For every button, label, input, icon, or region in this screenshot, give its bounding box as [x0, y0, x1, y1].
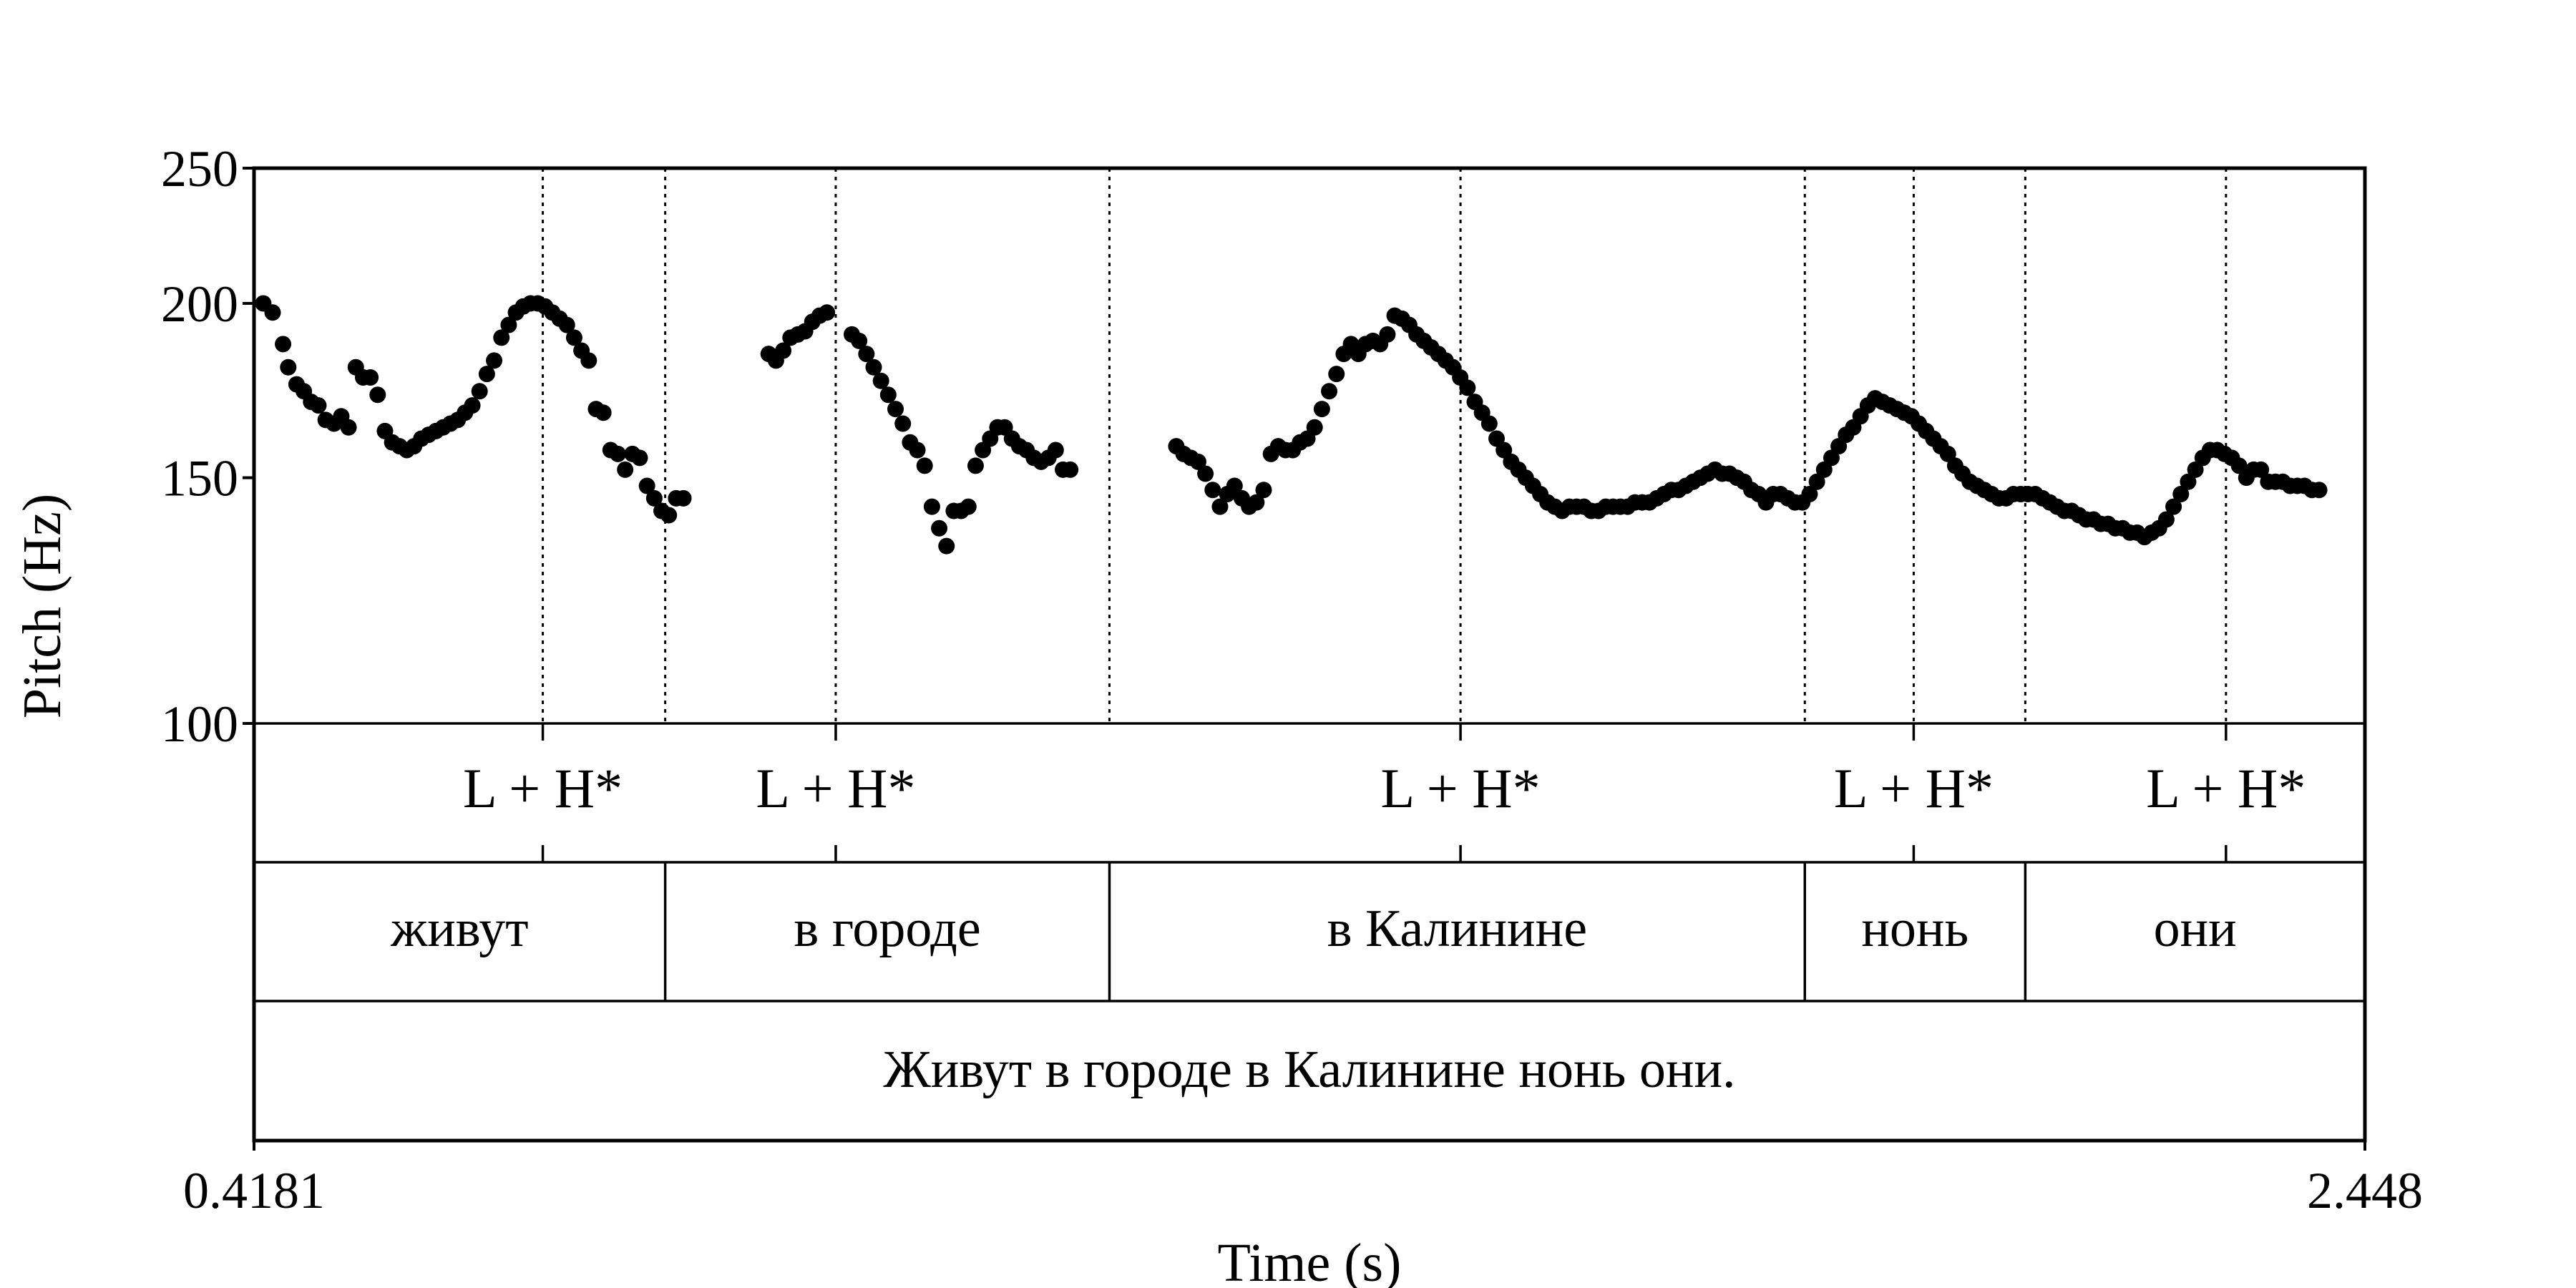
pitch-point-239	[2187, 461, 2204, 478]
pitch-point-53	[638, 477, 655, 494]
pitch-point-121	[1328, 366, 1345, 383]
pitch-point-104	[1204, 482, 1221, 499]
pitch-point-34	[500, 316, 517, 333]
pitch-point-2	[264, 304, 281, 321]
annotation-tiers: L + H* L + H* L + H* L + H* L + H* живут в гор…	[390, 723, 2306, 1099]
pitch-point-128	[1379, 326, 1396, 343]
pitch-point-73	[879, 386, 897, 404]
tone-label-2: L + H*	[756, 757, 915, 819]
pitch-point-235	[2157, 511, 2175, 528]
plot-frame	[252, 166, 2367, 1143]
pitch-point-32	[486, 352, 503, 369]
pitch-point-85	[967, 457, 984, 474]
pitch-point-74	[887, 401, 904, 418]
pitch-point-71	[865, 358, 882, 376]
sentence-label: Живут в городе в Калинине нонь они.	[883, 1040, 1735, 1099]
pitch-point-45	[580, 352, 597, 369]
pitch-point-111	[1255, 482, 1272, 499]
word-label-2: в городе	[794, 899, 980, 958]
tone-label-4: L + H*	[1834, 757, 1994, 819]
pitch-point-245	[2230, 457, 2248, 474]
y-axis-label: Pitch (Hz)	[12, 494, 72, 718]
pitch-point-16	[369, 386, 386, 404]
pitch-point-80	[931, 519, 948, 537]
pitch-point-72	[872, 372, 889, 389]
pitch-point-58	[675, 489, 692, 507]
pitch-point-42	[558, 316, 575, 333]
pitch-point-248	[2253, 461, 2270, 478]
word-label-3: в Калинине	[1327, 899, 1588, 958]
pitch-point-102	[1189, 453, 1206, 470]
pitch-point-98	[1062, 461, 1079, 478]
pitch-point-69	[851, 332, 868, 349]
pitch-point-75	[894, 415, 912, 432]
pitch-point-8	[310, 397, 327, 414]
tone-label-3: L + H*	[1381, 757, 1541, 819]
pitch-point-84	[960, 498, 977, 515]
word-label-5: они	[2154, 899, 2237, 958]
pitch-point-78	[916, 457, 933, 474]
pitch-point-67	[819, 304, 836, 321]
pitch-point-49	[610, 445, 627, 462]
pitch-point-187	[1808, 473, 1825, 490]
x-tick-label-end: 2.448	[2307, 1162, 2423, 1219]
y-tick-label-200: 200	[161, 275, 238, 333]
pitch-point-188	[1815, 461, 1833, 478]
chart-frame	[252, 166, 2367, 1151]
pitch-point-107	[1226, 477, 1243, 494]
pitch-point-77	[909, 441, 926, 459]
x-axis-label: Time (s)	[1218, 1233, 1402, 1288]
pitch-point-105	[1211, 498, 1229, 515]
pitch-points	[255, 295, 2328, 555]
pitch-point-96	[1047, 441, 1064, 459]
pitch-point-119	[1313, 401, 1330, 418]
pitch-point-61	[775, 342, 792, 359]
pitch-point-54	[645, 489, 663, 507]
y-tick-label-100: 100	[161, 696, 238, 753]
pitch-point-12	[340, 419, 357, 436]
tone-label-5: L + H*	[2146, 757, 2306, 819]
pitch-point-33	[493, 329, 510, 346]
pitch-point-81	[938, 537, 955, 555]
pitch-point-3	[275, 336, 292, 353]
pitch-point-56	[660, 507, 678, 524]
y-axis-ticks: 100 150 200 250	[161, 140, 254, 753]
y-tick-label-150: 150	[161, 450, 238, 507]
pitch-point-186	[1801, 486, 1818, 503]
pitch-point-4	[280, 358, 297, 376]
pitch-point-256	[2311, 482, 2328, 499]
pitch-point-236	[2165, 498, 2182, 515]
pitch-point-237	[2172, 486, 2190, 503]
pitch-point-118	[1306, 419, 1323, 436]
word-label-4: нонь	[1861, 899, 1968, 958]
pitch-point-47	[595, 404, 612, 421]
pitch-point-31	[478, 366, 495, 383]
pitch-point-238	[2180, 473, 2197, 490]
y-tick-label-250: 250	[161, 140, 238, 197]
pitch-point-15	[362, 369, 379, 386]
pitch-point-52	[631, 449, 648, 467]
pitch-point-50	[617, 461, 634, 478]
pitch-point-120	[1321, 383, 1338, 400]
pitch-point-110	[1248, 494, 1265, 511]
pitch-point-30	[471, 383, 488, 400]
pitch-point-139	[1459, 379, 1476, 396]
pitch-point-79	[923, 498, 940, 515]
x-tick-label-start: 0.4181	[183, 1162, 325, 1219]
word-label-1: живут	[390, 899, 528, 958]
pitch-point-103	[1197, 465, 1214, 482]
pitch-point-29	[464, 397, 481, 414]
tone-label-1: L + H*	[463, 757, 623, 819]
pitch-point-142	[1480, 415, 1498, 432]
pitch-point-43	[565, 329, 582, 346]
boundary-lines	[542, 168, 2228, 723]
pitch-point-70	[858, 346, 875, 363]
pitch-point-205	[1939, 445, 1956, 462]
